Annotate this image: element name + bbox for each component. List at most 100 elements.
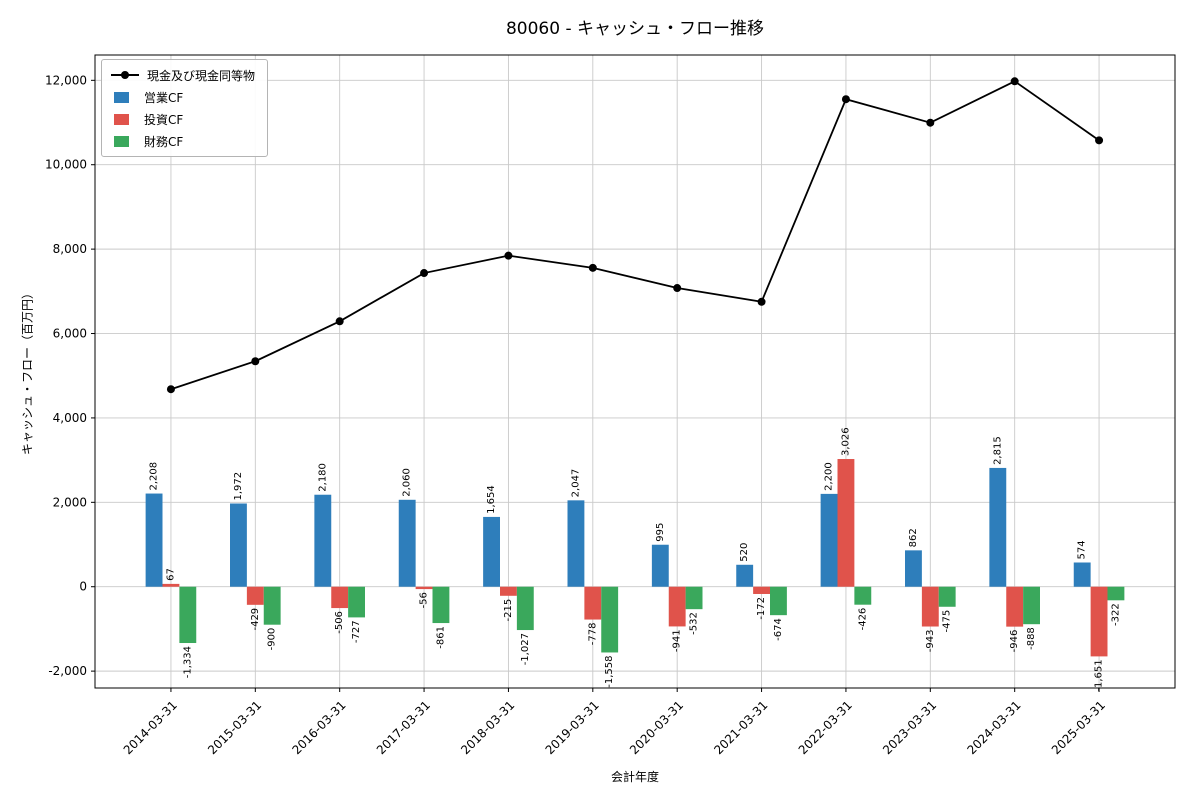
bar bbox=[1073, 562, 1091, 587]
bar bbox=[145, 493, 163, 587]
line-marker bbox=[251, 357, 260, 366]
y-tick-label: 10,000 bbox=[45, 158, 87, 172]
x-tick-label: 2018-03-31 bbox=[458, 698, 517, 757]
bar-value-label: 2,047 bbox=[570, 469, 581, 498]
bar-value-label: -888 bbox=[1026, 627, 1037, 650]
y-tick-label: 6,000 bbox=[53, 327, 87, 341]
bar-value-label: 2,060 bbox=[402, 468, 413, 497]
legend: 現金及び現金同等物 営業CF 投資CF 財務CF bbox=[101, 59, 269, 157]
bar bbox=[938, 586, 956, 607]
bar-value-label: -475 bbox=[942, 610, 953, 633]
bar bbox=[905, 550, 922, 587]
y-axis-label: キャッシュ・フロー（百万円） bbox=[20, 286, 35, 456]
bar-value-label: 995 bbox=[655, 523, 666, 542]
bar-value-label: -56 bbox=[419, 592, 430, 608]
legend-label: 営業CF bbox=[144, 90, 184, 105]
bar bbox=[668, 586, 686, 627]
line-marker bbox=[757, 297, 766, 306]
bar-value-label: -946 bbox=[1009, 630, 1020, 653]
bar bbox=[162, 583, 180, 587]
bar-value-label: -1,334 bbox=[182, 646, 193, 678]
legend-item-investing-cf: 投資CF bbox=[111, 111, 255, 127]
bar-value-label: -1,558 bbox=[604, 655, 615, 687]
y-tick-label: 4,000 bbox=[53, 411, 87, 425]
x-tick-label: 2015-03-31 bbox=[205, 698, 264, 757]
x-tick-label: 2019-03-31 bbox=[543, 698, 602, 757]
bar-value-label: 3,026 bbox=[840, 427, 851, 456]
financing-cf-swatch-icon bbox=[114, 135, 129, 147]
bar-value-label: -941 bbox=[672, 629, 683, 652]
bar-value-label: 67 bbox=[165, 568, 176, 581]
bar-value-label: 2,180 bbox=[317, 463, 328, 492]
bar bbox=[483, 516, 500, 587]
x-tick-label: 2024-03-31 bbox=[964, 698, 1023, 757]
x-tick-label: 2022-03-31 bbox=[796, 698, 855, 757]
bar bbox=[685, 586, 703, 610]
legend-label: 投資CF bbox=[144, 112, 184, 127]
bar bbox=[314, 494, 332, 587]
y-tick-label: 12,000 bbox=[45, 73, 87, 87]
legend-item-operating-cf: 営業CF bbox=[111, 89, 255, 105]
bar bbox=[820, 493, 838, 587]
bar-value-label: 2,815 bbox=[992, 436, 1003, 465]
bar bbox=[753, 586, 770, 594]
bar bbox=[1006, 586, 1024, 627]
bar-value-label: -426 bbox=[857, 608, 868, 631]
bar bbox=[263, 586, 281, 625]
line-marker bbox=[504, 251, 513, 260]
bar bbox=[1107, 586, 1125, 601]
legend-label: 現金及び現金同等物 bbox=[147, 68, 256, 83]
line-marker bbox=[166, 385, 175, 394]
bar-value-label: -532 bbox=[689, 612, 700, 635]
x-tick-label: 2014-03-31 bbox=[121, 698, 180, 757]
bar bbox=[1023, 586, 1040, 625]
bar-value-label: 2,208 bbox=[149, 462, 160, 491]
bar-value-label: -727 bbox=[351, 620, 362, 643]
bar-value-label: -215 bbox=[503, 599, 514, 622]
legend-label: 財務CF bbox=[144, 134, 184, 149]
bar bbox=[1090, 586, 1108, 657]
bar bbox=[854, 586, 872, 605]
y-tick-label: 8,000 bbox=[53, 242, 87, 256]
line-marker-icon bbox=[111, 68, 139, 82]
y-tick-label: 0 bbox=[79, 580, 87, 594]
x-tick-label: 2017-03-31 bbox=[374, 698, 433, 757]
bar-value-label: -429 bbox=[250, 608, 261, 631]
bar-value-label: 862 bbox=[908, 528, 919, 547]
bar-value-label: -172 bbox=[756, 597, 767, 620]
bar bbox=[567, 500, 585, 587]
bar-value-label: 574 bbox=[1077, 540, 1088, 559]
bar-value-label: -778 bbox=[587, 623, 598, 646]
plot-border bbox=[94, 54, 1176, 689]
chart-title: 80060 - キャッシュ・フロー推移 bbox=[505, 19, 765, 39]
x-tick-label: 2025-03-31 bbox=[1049, 698, 1108, 757]
line-marker bbox=[588, 263, 597, 272]
bar-value-label: 2,200 bbox=[824, 462, 835, 491]
bar bbox=[584, 586, 602, 620]
y-tick-label: 2,000 bbox=[53, 495, 87, 509]
x-tick-label: 2021-03-31 bbox=[711, 698, 770, 757]
line-marker bbox=[841, 95, 850, 104]
bar bbox=[246, 586, 264, 605]
bar bbox=[230, 503, 247, 587]
bar bbox=[415, 586, 433, 590]
bar bbox=[770, 586, 787, 616]
bar bbox=[989, 467, 1007, 587]
bar-value-label: -943 bbox=[925, 630, 936, 653]
bar bbox=[921, 586, 939, 627]
bar-value-label: 1,972 bbox=[233, 472, 244, 501]
x-axis-label: 会計年度 bbox=[610, 770, 660, 784]
line-marker bbox=[1095, 136, 1104, 145]
line-marker bbox=[335, 317, 344, 326]
bar bbox=[500, 586, 517, 596]
bar-value-label: 1,654 bbox=[486, 485, 497, 514]
line-marker bbox=[926, 118, 935, 127]
bar-value-label: -506 bbox=[334, 611, 345, 634]
bar bbox=[432, 586, 450, 624]
line-marker bbox=[673, 284, 682, 293]
x-tick-label: 2020-03-31 bbox=[627, 698, 686, 757]
bar-value-label: -1,651 bbox=[1094, 659, 1105, 691]
bar-value-label: -900 bbox=[267, 628, 278, 651]
line-marker bbox=[420, 269, 429, 278]
bar bbox=[331, 586, 349, 609]
